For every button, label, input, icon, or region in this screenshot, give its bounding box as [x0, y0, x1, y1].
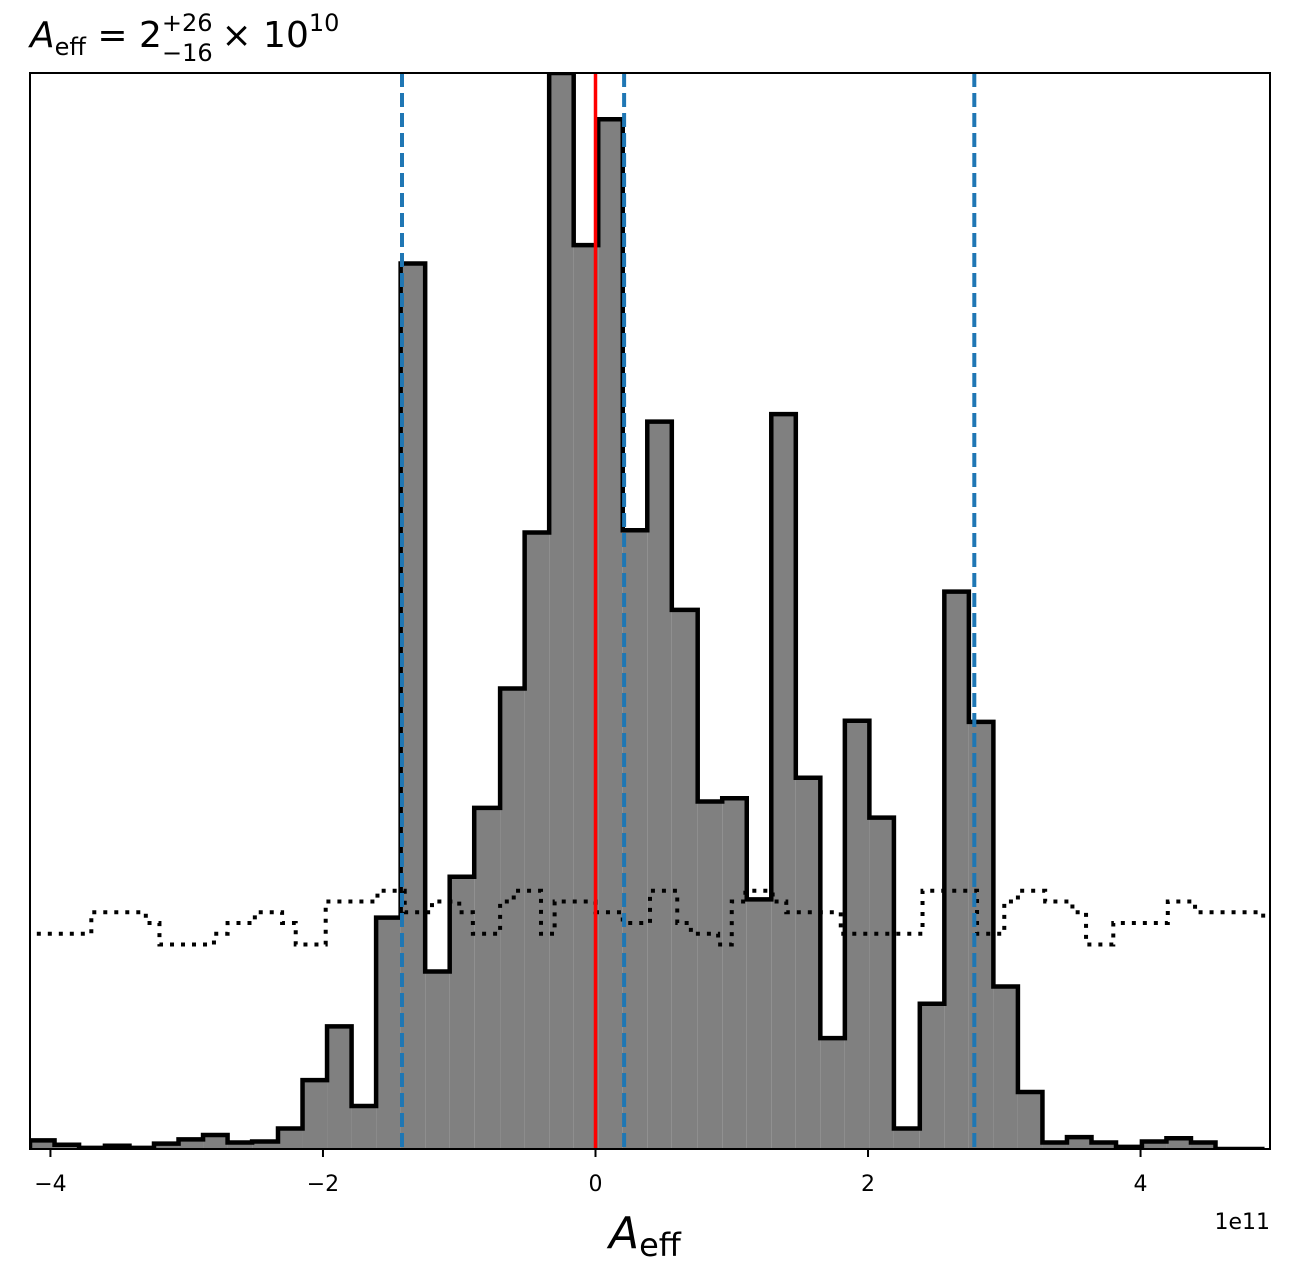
histogram-bar [598, 119, 623, 1149]
x-tick-label: −4 [34, 1172, 66, 1197]
histogram-bar [893, 1128, 920, 1149]
prior-line [36, 888, 1266, 947]
title-sub: −16 [162, 39, 213, 67]
histogram-bar [302, 1080, 328, 1149]
histogram-bar [944, 591, 969, 1149]
histogram-bar [697, 801, 723, 1149]
x-tick-label: 4 [1134, 1172, 1148, 1197]
x-axis-label: Aeff [606, 1208, 682, 1264]
histogram-bar [820, 1038, 845, 1149]
histogram-bar [1166, 1138, 1191, 1149]
histogram-bar [449, 876, 475, 1149]
histogram-bar [252, 1141, 278, 1149]
chart-title: Aeff = 2+26 −16 × 1010 [28, 9, 339, 67]
x-axis-ticks: −4 −2 0 2 4 [34, 1149, 1148, 1197]
title-eq: = 2 [86, 15, 162, 56]
histogram-bar [327, 1026, 352, 1149]
histogram-bar [647, 421, 672, 1149]
title-symbol: A [28, 15, 55, 56]
histogram-bar [500, 688, 525, 1149]
histogram-bar [178, 1139, 204, 1149]
x-offset-label: 1e11 [1214, 1210, 1270, 1235]
x-tick-label: 0 [588, 1172, 602, 1197]
title-sup: +26 [162, 9, 213, 37]
x-label-symbol: A [606, 1208, 639, 1259]
histogram-bar [1066, 1137, 1092, 1149]
histogram-bar [524, 532, 550, 1149]
histogram-bar [919, 1003, 945, 1149]
histogram-bar [227, 1142, 253, 1149]
histogram-bar [1042, 1142, 1067, 1149]
histogram-bar [278, 1128, 303, 1149]
histogram-bar [549, 73, 574, 1149]
histogram-bar [993, 986, 1018, 1149]
histogram-outline [30, 73, 1265, 1149]
histogram-bar [1190, 1142, 1216, 1149]
histogram-bar [1141, 1141, 1167, 1149]
histogram-bar [1091, 1142, 1117, 1149]
histogram-bar [622, 530, 648, 1149]
histogram-bar [869, 817, 894, 1149]
histogram-bar [671, 609, 698, 1149]
x-tick-label: 2 [861, 1172, 875, 1197]
histogram-bar [425, 971, 450, 1149]
histogram-bar [771, 414, 796, 1149]
histogram-bar [474, 807, 501, 1149]
title-exp: 10 [309, 9, 340, 37]
histogram-bars [30, 73, 1216, 1149]
histogram-bar [351, 1105, 377, 1149]
histogram-bar [154, 1143, 179, 1149]
histogram-bar [203, 1135, 228, 1149]
histogram-bar [30, 1140, 55, 1149]
histogram-bar [376, 917, 401, 1149]
histogram-bar [746, 899, 772, 1149]
histogram-bar [400, 263, 426, 1149]
plot-frame [29, 72, 1271, 1150]
histogram-bar [795, 777, 821, 1149]
x-label-sub: eff [639, 1226, 682, 1264]
title-times: × 10 [210, 15, 309, 56]
histogram-bar [1017, 1091, 1043, 1149]
histogram-bar [722, 798, 747, 1149]
x-tick-label: −2 [307, 1172, 339, 1197]
plot-area [30, 73, 1266, 1149]
title-symbol-sub: eff [55, 33, 87, 61]
